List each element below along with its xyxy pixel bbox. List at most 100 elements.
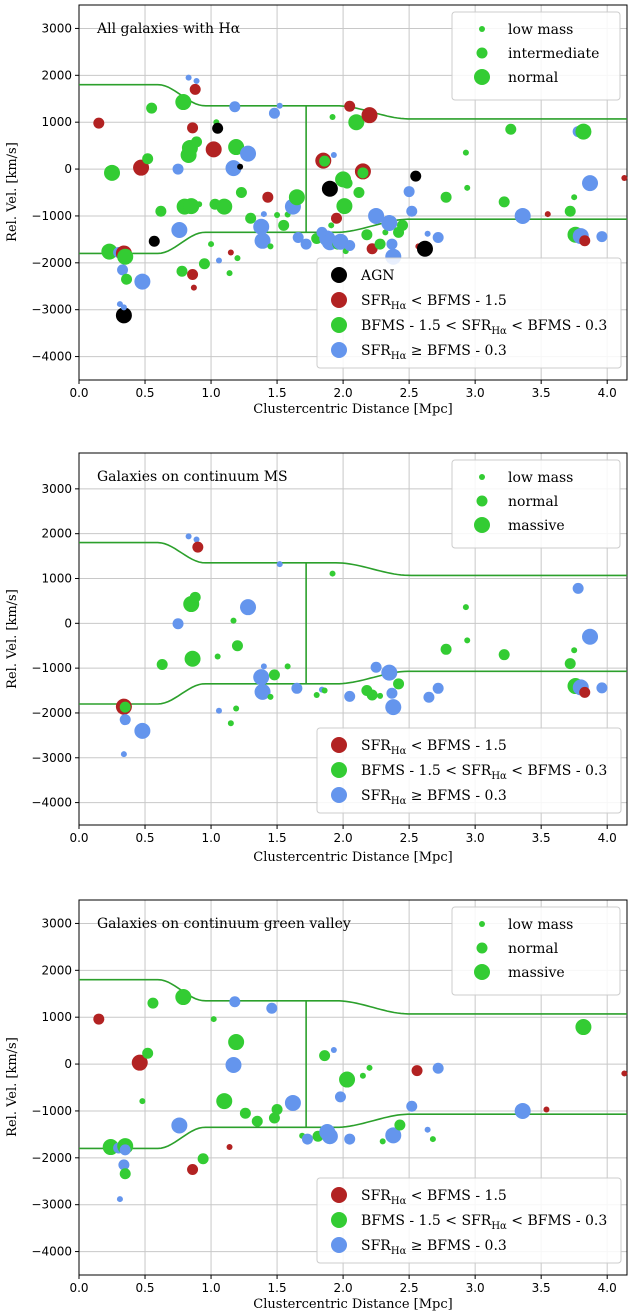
data-point <box>543 1106 550 1113</box>
class-legend-marker <box>331 292 347 308</box>
data-point <box>183 198 200 215</box>
size-legend-label: intermediate <box>508 46 599 62</box>
data-point <box>104 164 121 181</box>
y-axis-label: Rel. Vel. [km/s] <box>5 1037 20 1137</box>
data-point <box>464 637 471 644</box>
data-point <box>196 201 203 208</box>
data-point <box>381 664 398 681</box>
data-point <box>230 617 237 624</box>
data-point <box>225 160 242 177</box>
data-point <box>344 100 356 112</box>
data-point <box>429 1136 436 1143</box>
x-tick-label: 2.5 <box>400 1281 419 1295</box>
data-point <box>339 1071 356 1088</box>
x-tick-label: 0.5 <box>135 1281 154 1295</box>
data-point <box>284 1094 301 1111</box>
data-point <box>274 212 281 218</box>
data-point <box>301 1133 313 1145</box>
y-tick-label: 3000 <box>41 482 72 496</box>
data-point <box>227 720 234 727</box>
data-point <box>171 222 188 238</box>
size-legend-marker <box>476 47 488 59</box>
data-point <box>276 561 283 568</box>
data-point <box>381 214 398 231</box>
data-point <box>227 249 234 256</box>
class-legend-marker <box>331 1212 347 1228</box>
data-point <box>366 243 378 255</box>
data-point <box>321 687 328 694</box>
data-point <box>406 205 418 217</box>
y-tick-label: 0 <box>64 162 72 176</box>
x-tick-label: 1.0 <box>202 386 221 400</box>
x-tick-label: 1.0 <box>202 1281 221 1295</box>
panel-all-galaxies: All galaxies with Hα Clustercentric Dist… <box>5 4 628 417</box>
class-legend-marker <box>331 787 347 803</box>
caustic-upper <box>79 978 627 1015</box>
data-point <box>424 1126 431 1133</box>
y-tick-label: −1000 <box>31 209 72 223</box>
data-point <box>329 570 336 577</box>
data-point <box>564 205 576 217</box>
data-point <box>571 194 578 201</box>
chart-title: Galaxies on continuum MS <box>97 469 288 485</box>
data-point <box>210 1016 217 1023</box>
data-point <box>406 1100 418 1112</box>
data-point <box>571 647 578 654</box>
data-point <box>596 682 608 694</box>
size-legend-label: massive <box>508 965 565 981</box>
y-tick-label: −1000 <box>31 1104 72 1118</box>
legend-entry-label: BFMS - 1.5 < SFRHα < BFMS - 0.3 <box>361 1213 607 1232</box>
plot-frame <box>78 4 628 381</box>
y-axis-label: Rel. Vel. [km/s] <box>5 142 20 242</box>
data-point <box>382 229 389 236</box>
size-legend-marker <box>479 474 485 480</box>
y-tick-label: 3000 <box>41 21 72 35</box>
data-point <box>514 1102 531 1119</box>
data-point <box>266 1002 278 1014</box>
size-legend-box <box>451 11 621 101</box>
data-point <box>344 690 356 702</box>
class-legend-box <box>316 257 622 369</box>
data-point <box>575 123 592 140</box>
data-point <box>156 659 168 671</box>
y-axis-label: Rel. Vel. [km/s] <box>5 589 20 689</box>
data-point <box>215 257 222 264</box>
data-point <box>187 122 199 134</box>
panel-continuum-ms: Galaxies on continuum MS Clustercentric … <box>5 452 628 865</box>
data-point <box>184 650 201 667</box>
data-point <box>192 541 204 553</box>
size-legend-label: massive <box>508 518 565 534</box>
data-point <box>579 686 591 698</box>
data-point <box>233 705 240 712</box>
data-point <box>410 170 422 182</box>
data-point <box>416 240 433 257</box>
data-point <box>116 1196 123 1203</box>
size-legend-marker <box>474 964 490 980</box>
data-point <box>403 186 415 198</box>
data-point <box>361 229 373 241</box>
data-point <box>189 83 201 95</box>
y-tick-label: −2000 <box>31 706 72 720</box>
data-point <box>276 102 283 109</box>
x-axis-label: Clustercentric Distance [Mpc] <box>253 1297 452 1312</box>
data-point <box>120 751 127 758</box>
data-point <box>185 533 192 540</box>
data-point <box>319 1050 331 1062</box>
data-point <box>133 159 150 176</box>
data-point <box>344 1133 356 1145</box>
chart-title: All galaxies with Hα <box>96 21 241 37</box>
panel-green-valley: Galaxies on continuum green valley Clust… <box>5 899 628 1312</box>
data-point <box>514 207 531 224</box>
data-point <box>93 117 105 129</box>
x-axis-label: Clustercentric Distance [Mpc] <box>253 850 452 865</box>
data-point <box>115 307 132 324</box>
data-point <box>386 687 398 699</box>
legend-entry-label: BFMS - 1.5 < SFRHα < BFMS - 0.3 <box>361 763 607 782</box>
y-tick-label: −3000 <box>31 303 72 317</box>
data-point <box>370 661 382 673</box>
data-point <box>300 238 312 250</box>
data-point <box>394 1119 406 1131</box>
data-point <box>432 232 444 243</box>
data-point <box>423 691 435 703</box>
